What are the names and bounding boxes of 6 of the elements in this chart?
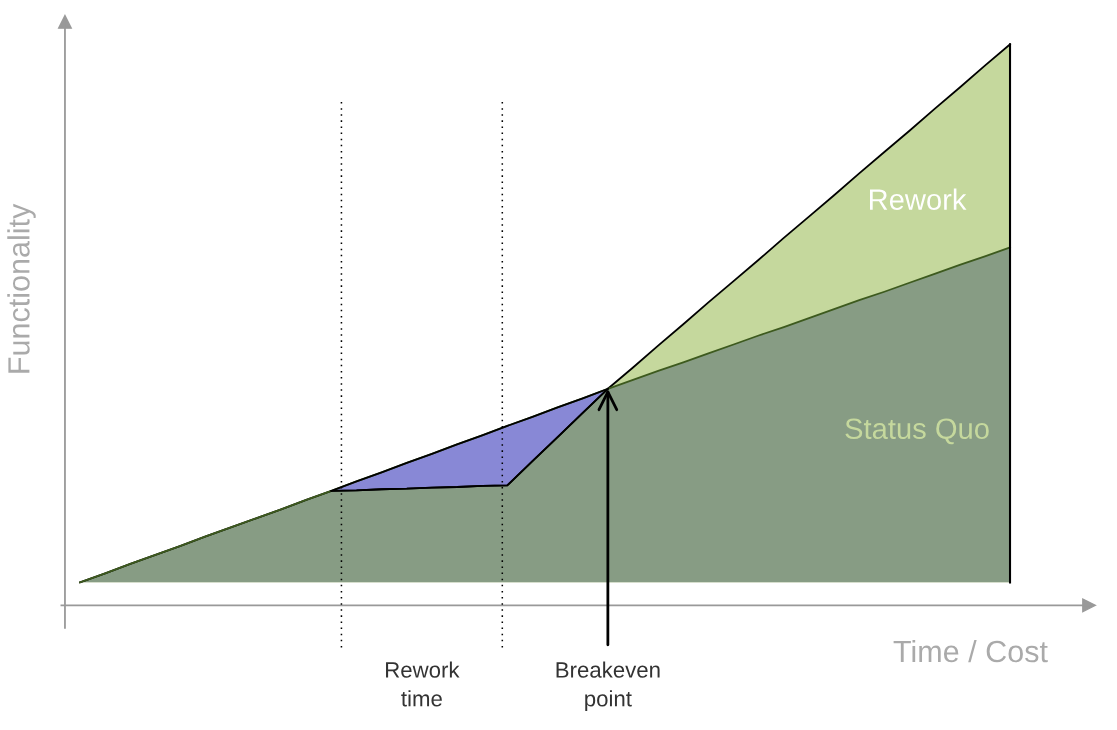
text: Rework time — [386, 661, 460, 707]
series-label: Rework — [869, 188, 967, 210]
annotation: Breakeven point — [556, 661, 660, 711]
x-axis-title: Time / Cost — [893, 639, 1048, 663]
y-axis-title: Functionality — [7, 203, 36, 373]
series-label: Status Quo — [845, 418, 989, 445]
